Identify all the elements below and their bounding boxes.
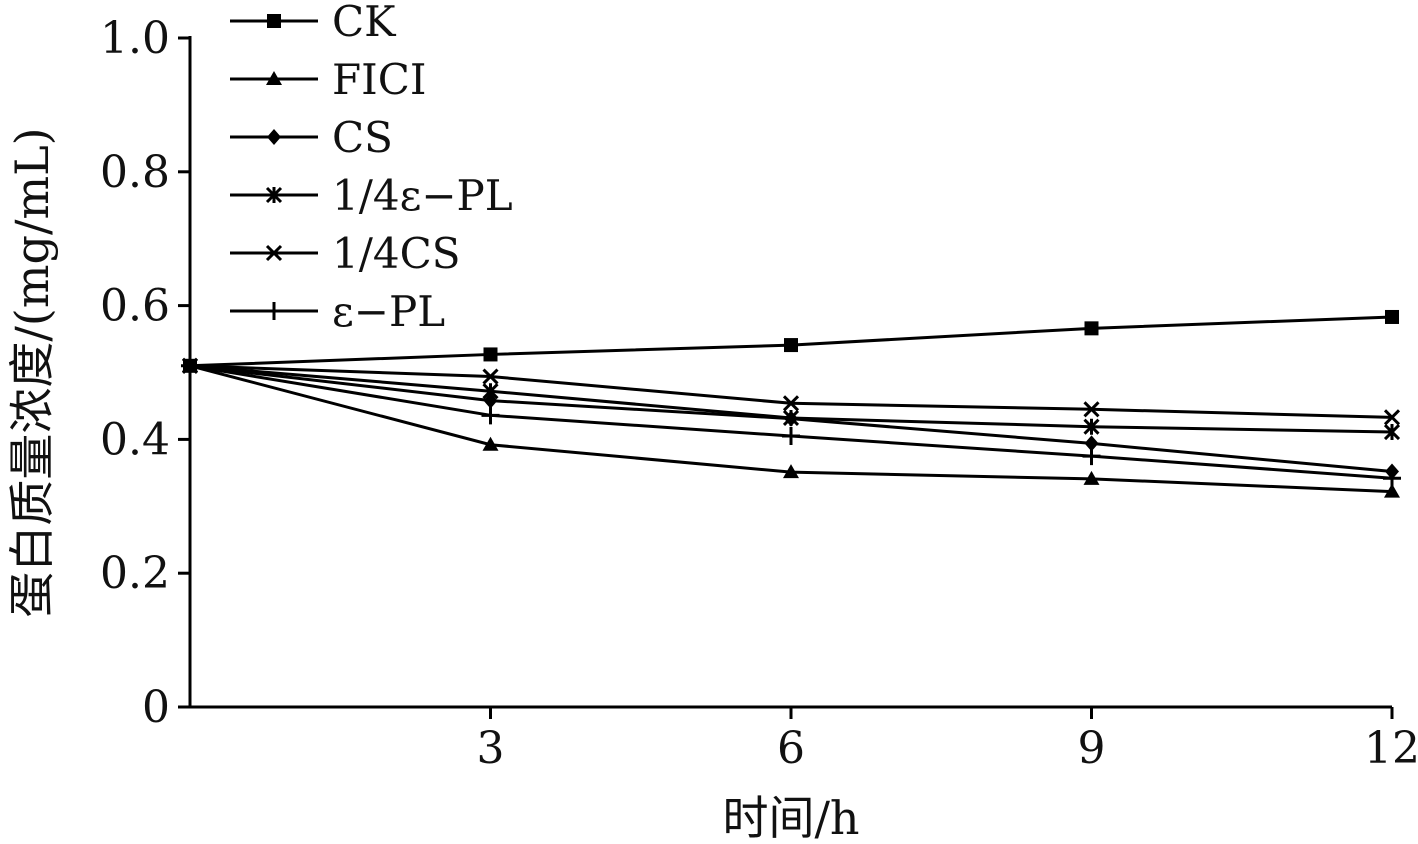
point-quarter-epl bbox=[482, 383, 499, 400]
y-tick-label: 0.2 bbox=[100, 548, 170, 599]
point-quarter-cs bbox=[482, 368, 499, 385]
legend-item-fici: FICI bbox=[230, 55, 426, 104]
x-axis-ticks: 3 6 9 12 bbox=[477, 707, 1418, 774]
legend-label: 1/4CS bbox=[332, 229, 461, 278]
legend: CK FICI CS 1/4ε−PL 1/4CS ε−PL bbox=[230, 0, 513, 336]
y-tick-label: 1.0 bbox=[100, 13, 170, 64]
series-lines bbox=[181, 309, 1401, 498]
point-epl bbox=[481, 406, 500, 425]
legend-item-quarter-epl: 1/4ε−PL bbox=[230, 171, 513, 220]
point-fici bbox=[783, 464, 799, 479]
series-epl bbox=[181, 356, 1401, 488]
legend-label: CK bbox=[332, 0, 397, 46]
point-ck bbox=[483, 347, 498, 362]
series-quarter-cs bbox=[181, 357, 1401, 426]
point-quarter-epl bbox=[1383, 423, 1401, 441]
point-epl bbox=[1082, 447, 1101, 466]
point-epl bbox=[782, 427, 800, 446]
legend-marker bbox=[265, 186, 283, 204]
y-tick-label: 0.8 bbox=[100, 147, 170, 198]
point-quarter-cs bbox=[1083, 401, 1100, 418]
y-axis-title: 蛋白质量浓度/(mg/mL) bbox=[5, 127, 59, 617]
legend-item-ck: CK bbox=[230, 0, 397, 46]
legend-item-epl: ε−PL bbox=[230, 287, 445, 336]
legend-item-cs: CS bbox=[230, 113, 393, 162]
legend-marker bbox=[266, 71, 282, 85]
legend-label: CS bbox=[332, 113, 393, 162]
legend-marker bbox=[265, 244, 283, 262]
point-epl bbox=[181, 356, 199, 375]
y-tick-label: 0.4 bbox=[100, 414, 170, 465]
point-fici bbox=[1083, 470, 1100, 485]
legend-marker bbox=[267, 14, 281, 28]
legend-marker bbox=[265, 302, 283, 320]
legend-label: ε−PL bbox=[332, 287, 445, 336]
point-ck bbox=[1084, 321, 1099, 336]
point-fici bbox=[482, 436, 499, 451]
y-tick-label: 0.6 bbox=[100, 281, 170, 332]
legend-label: 1/4ε−PL bbox=[332, 171, 513, 220]
point-epl bbox=[1383, 469, 1401, 488]
point-ck bbox=[784, 338, 798, 353]
y-axis-ticks: 0 0.2 0.4 0.6 0.8 1.0 bbox=[100, 13, 190, 733]
x-tick-label: 6 bbox=[777, 723, 805, 774]
series-line-quarter-cs bbox=[189, 364, 1393, 419]
point-quarter-cs bbox=[782, 395, 800, 412]
point-ck bbox=[1385, 309, 1399, 324]
point-fici bbox=[1384, 483, 1400, 498]
legend-item-quarter-cs: 1/4CS bbox=[230, 229, 461, 278]
x-axis-title: 时间/h bbox=[722, 791, 859, 844]
legend-marker bbox=[267, 129, 281, 145]
x-tick-label: 9 bbox=[1078, 723, 1106, 774]
point-quarter-cs bbox=[1383, 409, 1401, 426]
point-cs bbox=[1084, 435, 1099, 452]
x-tick-label: 12 bbox=[1364, 723, 1418, 774]
x-tick-label: 3 bbox=[477, 723, 505, 774]
y-tick-label: 0 bbox=[142, 682, 170, 733]
point-quarter-epl bbox=[782, 409, 800, 427]
legend-label: FICI bbox=[332, 55, 426, 104]
point-quarter-epl bbox=[1083, 418, 1100, 435]
